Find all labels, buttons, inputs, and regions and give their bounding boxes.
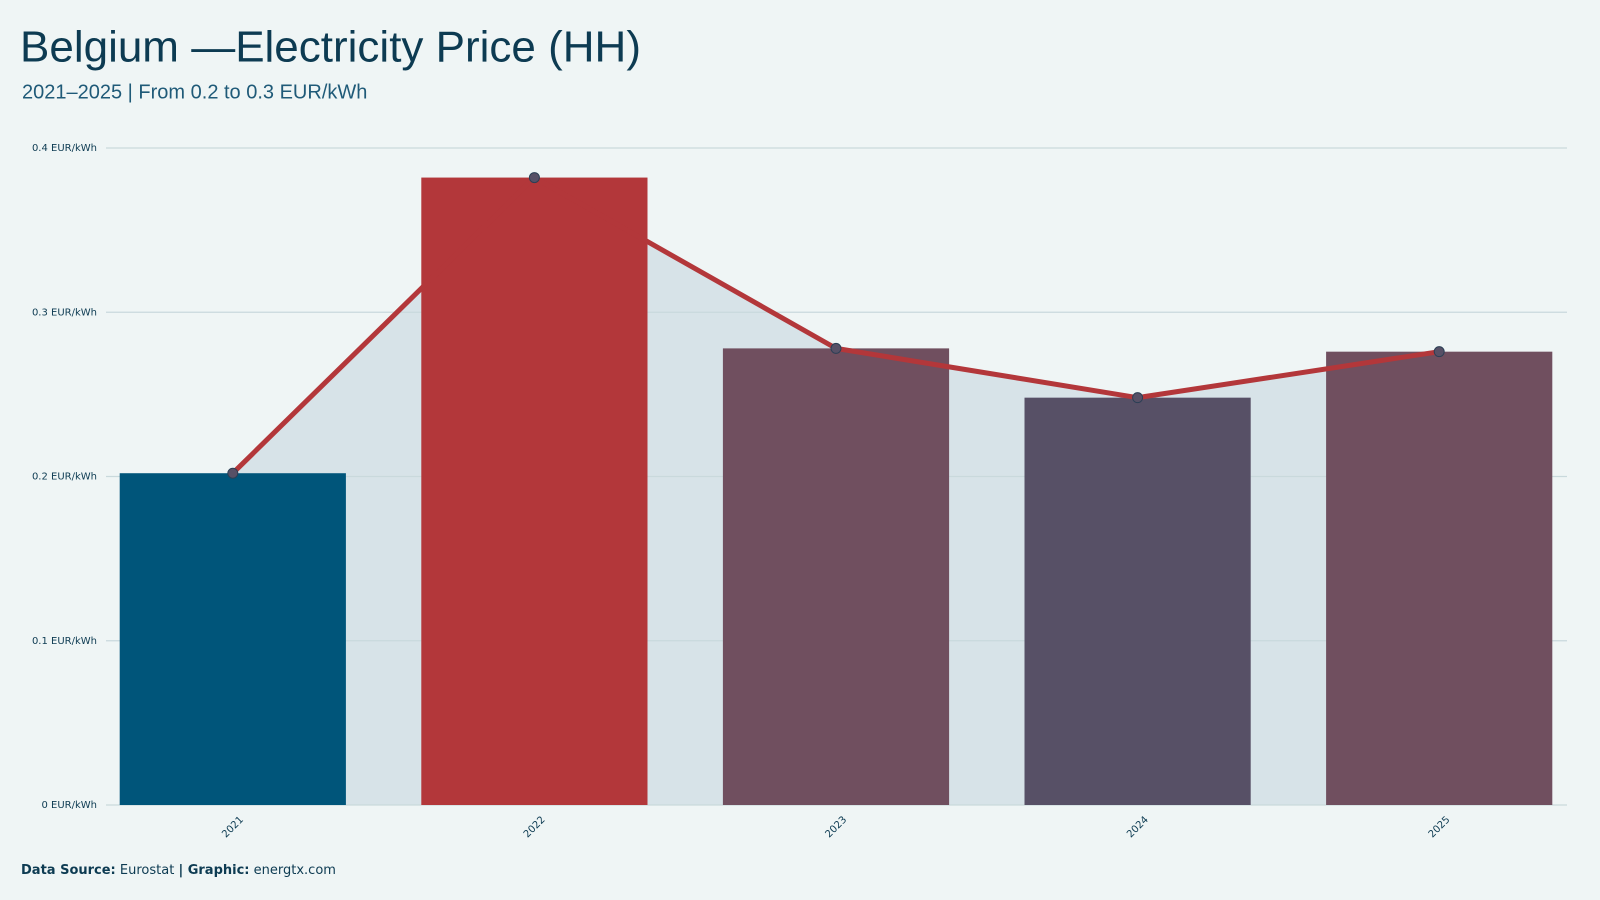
bar — [1326, 351, 1553, 805]
chart-subtitle: 2021–2025 | From 0.2 to 0.3 EUR/kWh — [22, 81, 367, 103]
graphic: energtx.com — [254, 863, 336, 878]
source-label: Data Source: — [21, 863, 116, 878]
y-tick-label: 0.4 EUR/kWh — [32, 143, 97, 154]
y-tick-label: 0.3 EUR/kWh — [32, 307, 97, 318]
x-tick-label: 2025 — [1427, 814, 1453, 840]
source: Eurostat — [120, 863, 174, 878]
footer: Data Source: Eurostat | Graphic: energtx… — [21, 863, 336, 878]
x-tick-label: 2022 — [522, 814, 548, 840]
bar — [1024, 397, 1251, 805]
chart-title: Belgium —Electricity Price (HH) — [20, 23, 641, 72]
graphic-label: | Graphic: — [178, 863, 249, 878]
y-tick-label: 0.1 EUR/kWh — [32, 636, 97, 647]
bar — [119, 473, 346, 805]
y-tick-label: 0 EUR/kWh — [41, 800, 97, 811]
x-tick-label: 2021 — [220, 814, 246, 840]
x-tick-label: 2023 — [823, 814, 849, 840]
point — [1132, 392, 1144, 404]
point — [528, 172, 540, 184]
point — [1433, 346, 1445, 358]
y-tick-label: 0.2 EUR/kWh — [32, 472, 97, 483]
bar — [421, 177, 648, 805]
x-tick-label: 2024 — [1125, 814, 1151, 840]
point — [830, 342, 842, 354]
bar — [722, 348, 950, 805]
point — [227, 467, 239, 479]
